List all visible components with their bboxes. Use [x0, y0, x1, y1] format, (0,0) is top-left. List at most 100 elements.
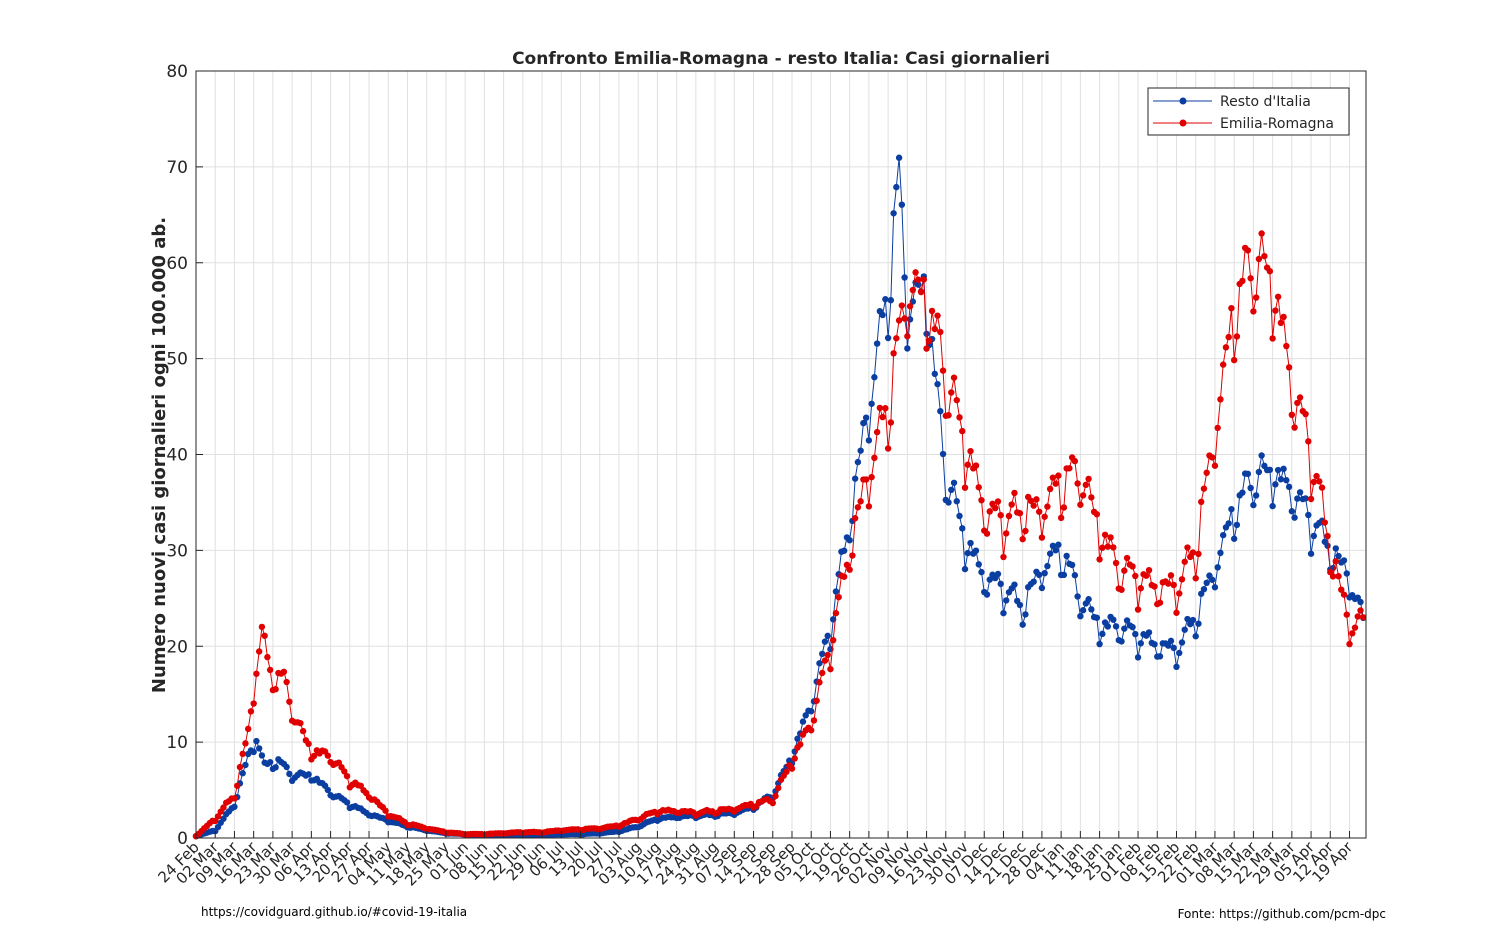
data-point: [898, 302, 906, 309]
data-point: [1044, 503, 1051, 510]
data-point: [854, 458, 862, 466]
data-point: [1022, 611, 1029, 618]
data-point: [239, 750, 246, 758]
data-point: [1272, 481, 1279, 488]
data-point: [986, 508, 993, 515]
legend: Resto d'Italia Emilia-Romagna: [1147, 87, 1350, 136]
data-point: [1030, 578, 1037, 585]
data-point: [975, 561, 982, 568]
data-point: [1244, 470, 1252, 478]
y-tick-label: 40: [166, 446, 188, 466]
data-point: [1288, 508, 1296, 515]
data-point: [1252, 294, 1260, 301]
data-point: [915, 276, 922, 283]
data-point: [1346, 640, 1353, 648]
data-point: [1049, 474, 1057, 481]
y-tick-label: 50: [166, 350, 188, 370]
data-point: [808, 727, 815, 734]
data-point: [1178, 639, 1186, 646]
data-point: [986, 576, 993, 583]
data-point: [1132, 630, 1139, 638]
data-point: [956, 512, 963, 520]
data-point: [1003, 597, 1010, 604]
data-point: [1351, 624, 1359, 631]
data-point: [1233, 521, 1241, 529]
data-point: [1269, 335, 1276, 342]
data-point: [1178, 576, 1186, 583]
data-point: [961, 484, 969, 491]
data-point: [953, 498, 960, 505]
data-point: [926, 337, 933, 344]
data-point: [1112, 559, 1120, 567]
data-point: [242, 761, 249, 769]
data-point: [1198, 590, 1205, 597]
data-point: [1230, 356, 1238, 364]
data-point: [272, 686, 279, 693]
data-point: [1008, 501, 1015, 508]
data-point: [824, 651, 831, 659]
data-point: [873, 428, 881, 436]
data-point: [1038, 584, 1046, 592]
data-point: [310, 752, 318, 760]
data-point: [253, 670, 260, 677]
data-point: [819, 650, 826, 658]
data-point: [1266, 466, 1274, 474]
data-point: [1066, 465, 1073, 472]
data-point: [1000, 553, 1007, 561]
data-point: [1283, 342, 1290, 350]
data-point: [906, 303, 914, 310]
data-point: [1225, 333, 1232, 341]
y-tick-label: 0: [177, 829, 188, 849]
data-point: [1145, 567, 1153, 574]
data-point: [1354, 613, 1361, 620]
data-point: [220, 815, 227, 822]
data-point: [1228, 304, 1235, 312]
data-point: [1285, 483, 1293, 491]
footer-left-link[interactable]: https://covidguard.github.io/#covid-19-i…: [201, 905, 468, 919]
data-point: [931, 325, 938, 333]
data-point: [997, 580, 1004, 588]
data-point: [1063, 552, 1070, 560]
data-point: [1118, 638, 1125, 645]
data-point: [1137, 585, 1144, 592]
footer-source: Fonte: https://github.com/pcm-dpc: [1177, 907, 1386, 921]
series-line: [195, 233, 1364, 837]
legend-box: [1147, 87, 1350, 136]
data-point: [1277, 319, 1285, 327]
data-point: [832, 609, 840, 617]
data-point: [1110, 616, 1117, 623]
data-point: [901, 274, 908, 281]
data-point: [950, 374, 958, 381]
data-point: [1071, 457, 1079, 465]
data-point: [242, 740, 249, 747]
data-point: [948, 486, 955, 493]
data-point: [1167, 572, 1175, 579]
data-point: [1046, 550, 1054, 557]
data-point: [972, 547, 980, 554]
data-point: [1055, 472, 1062, 479]
data-point: [775, 784, 782, 792]
data-point: [1173, 609, 1180, 616]
data-point: [1230, 535, 1238, 542]
data-point: [1000, 609, 1007, 617]
data-point: [343, 799, 351, 806]
data-point: [1305, 438, 1312, 445]
data-point: [1310, 532, 1318, 540]
data-point: [1057, 514, 1065, 522]
data-point: [266, 666, 274, 674]
data-point: [890, 350, 897, 357]
data-point: [1274, 466, 1282, 474]
data-point: [341, 768, 348, 775]
data-point: [821, 638, 829, 645]
data-point: [283, 678, 290, 686]
data-point: [1074, 593, 1081, 600]
data-point: [1016, 510, 1024, 517]
data-point: [983, 530, 991, 537]
data-point: [231, 803, 238, 811]
data-point: [1340, 557, 1348, 564]
data-point: [1280, 465, 1287, 473]
data-point: [879, 413, 886, 421]
data-point: [893, 183, 900, 191]
data-point: [1060, 504, 1068, 511]
data-point: [1096, 640, 1103, 648]
